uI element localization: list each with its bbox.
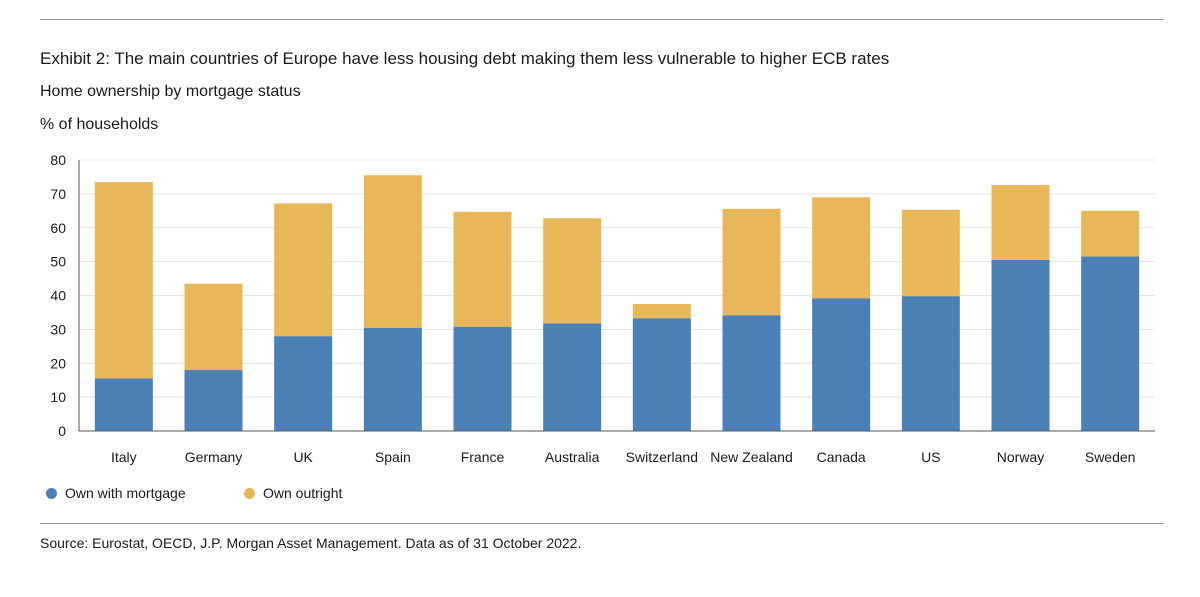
- bar-new-zealand-mortgage: [722, 315, 781, 431]
- bar-italy-outright: [94, 182, 153, 379]
- bar-spain-outright: [363, 175, 422, 328]
- x-tick-label-spain: Spain: [375, 449, 411, 465]
- x-tick-label-germany: Germany: [185, 449, 243, 465]
- bar-spain-mortgage: [363, 327, 422, 431]
- legend-item-own-with-mortgage: Own with mortgage: [46, 485, 186, 501]
- bar-australia-outright: [543, 218, 602, 324]
- legend-swatch-outright: [244, 487, 255, 499]
- y-tick-label-20: 20: [50, 355, 66, 371]
- bar-france-outright: [453, 211, 512, 327]
- legend-swatch-mortgage: [46, 487, 57, 499]
- bar-us-mortgage: [901, 296, 960, 431]
- legend-item-own-outright: Own outright: [244, 485, 342, 501]
- bar-sweden-mortgage: [1081, 256, 1140, 431]
- x-tick-label-australia: Australia: [545, 449, 600, 465]
- y-tick-label-40: 40: [50, 288, 66, 304]
- bar-uk-outright: [274, 203, 333, 337]
- x-tick-label-sweden: Sweden: [1085, 449, 1136, 465]
- x-tick-label-switzerland: Switzerland: [626, 449, 698, 465]
- bar-italy-mortgage: [94, 378, 153, 431]
- bar-switzerland-outright: [632, 303, 691, 319]
- bar-us-outright: [901, 209, 960, 297]
- x-tick-label-new-zealand: New Zealand: [710, 449, 793, 465]
- bar-norway-outright: [991, 185, 1050, 260]
- x-tick-label-france: France: [461, 449, 505, 465]
- x-tick-label-uk: UK: [293, 449, 313, 465]
- bar-new-zealand-outright: [722, 208, 781, 316]
- bar-france-mortgage: [453, 326, 512, 431]
- y-tick-label-60: 60: [50, 220, 66, 236]
- bar-sweden-outright: [1081, 210, 1140, 257]
- y-axis-unit-label: % of households: [40, 116, 159, 133]
- x-tick-label-norway: Norway: [997, 449, 1044, 465]
- bar-germany-outright: [184, 283, 243, 371]
- y-tick-label-10: 10: [50, 389, 66, 405]
- bar-canada-mortgage: [812, 298, 871, 431]
- top-rule: [40, 19, 1164, 20]
- x-tick-label-canada: Canada: [817, 449, 866, 465]
- x-tick-label-us: US: [921, 449, 940, 465]
- y-tick-label-70: 70: [50, 186, 66, 202]
- bar-australia-mortgage: [543, 323, 602, 431]
- y-tick-label-30: 30: [50, 321, 66, 337]
- bar-switzerland-mortgage: [632, 318, 691, 431]
- chart-subtitle: Home ownership by mortgage status: [40, 83, 301, 100]
- stacked-bar-chart: 0 10 20 30 40 50 60 70 80 Italy Germany UK Spain Fran…: [50, 152, 1155, 465]
- y-tick-label-0: 0: [58, 423, 66, 439]
- legend-label-mortgage: Own with mortgage: [65, 485, 186, 501]
- bar-germany-mortgage: [184, 370, 243, 431]
- source-note: Source: Eurostat, OECD, J.P. Morgan Asse…: [40, 535, 582, 551]
- x-tick-label-italy: Italy: [111, 449, 137, 465]
- bar-canada-outright: [812, 197, 871, 299]
- exhibit-title: Exhibit 2: The main countries of Europe …: [40, 49, 890, 68]
- legend-label-outright: Own outright: [263, 485, 343, 501]
- bottom-rule: [40, 523, 1164, 524]
- y-tick-label-50: 50: [50, 254, 66, 270]
- y-tick-label-80: 80: [50, 152, 66, 168]
- bar-norway-mortgage: [991, 259, 1050, 431]
- bar-uk-mortgage: [274, 336, 333, 431]
